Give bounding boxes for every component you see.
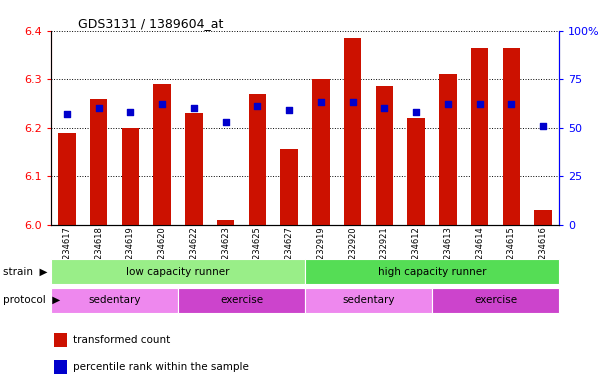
Bar [249, 94, 266, 225]
Bar [305, 259, 559, 284]
Text: GDS3131 / 1389604_at: GDS3131 / 1389604_at [78, 17, 224, 30]
Bar [471, 48, 488, 225]
Point [507, 101, 516, 108]
Point [411, 109, 421, 115]
Point [538, 122, 548, 129]
Bar [185, 113, 203, 225]
Text: low capacity runner: low capacity runner [126, 266, 230, 277]
Point [380, 105, 389, 111]
Text: sedentary: sedentary [88, 295, 141, 306]
Bar [281, 149, 298, 225]
Point [443, 101, 453, 108]
Text: protocol  ▶: protocol ▶ [3, 295, 60, 306]
Bar [344, 38, 361, 225]
Bar [534, 210, 552, 225]
Bar [312, 79, 329, 225]
Bar [153, 84, 171, 225]
Bar [305, 288, 432, 313]
Bar [90, 99, 108, 225]
Bar [407, 118, 425, 225]
Text: transformed count: transformed count [73, 335, 171, 345]
Bar [51, 288, 178, 313]
Point [348, 99, 358, 106]
Bar [432, 288, 559, 313]
Bar [502, 48, 520, 225]
Point [94, 105, 103, 111]
Text: exercise: exercise [220, 295, 263, 306]
Bar [217, 220, 234, 225]
Text: high capacity runner: high capacity runner [377, 266, 486, 277]
Point [316, 99, 326, 106]
Bar [51, 259, 305, 284]
Text: percentile rank within the sample: percentile rank within the sample [73, 362, 249, 372]
Point [189, 105, 199, 111]
Point [157, 101, 167, 108]
Bar [58, 132, 76, 225]
Point [126, 109, 135, 115]
Bar [122, 127, 139, 225]
Text: exercise: exercise [474, 295, 517, 306]
Point [62, 111, 72, 117]
Bar [376, 86, 393, 225]
Point [252, 103, 262, 109]
Text: strain  ▶: strain ▶ [3, 266, 47, 277]
Point [284, 107, 294, 113]
Bar [178, 288, 305, 313]
Text: sedentary: sedentary [342, 295, 395, 306]
Point [221, 119, 230, 125]
Point [475, 101, 484, 108]
Bar [439, 74, 457, 225]
